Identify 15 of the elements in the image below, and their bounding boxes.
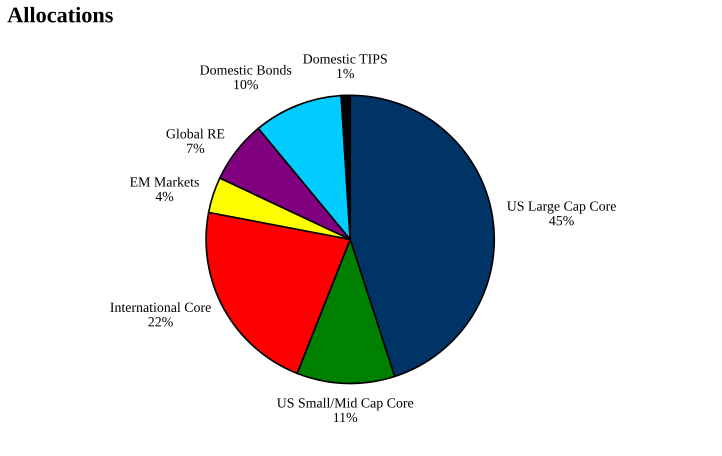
data-label: 45%	[549, 216, 574, 226]
slice-label: US Small/Mid Cap Core	[277, 398, 414, 410]
data-label: 11%	[334, 412, 358, 422]
slice-label: US Large Cap Core	[507, 201, 616, 214]
data-label: 1%	[337, 68, 354, 78]
chart-title: Allocations	[7, 6, 113, 22]
slice-label: EM Markets	[130, 176, 199, 187]
data-label: 7%	[187, 144, 204, 154]
slice-label: Domestic TIPS	[303, 54, 387, 64]
slice-label: Global RE	[166, 128, 224, 138]
data-label: 22%	[148, 317, 173, 327]
data-label: 10%	[234, 80, 258, 90]
slice-label: International Core	[110, 302, 211, 312]
slice-label: Domestic Bonds	[200, 64, 292, 75]
data-label: 4%	[156, 192, 174, 202]
